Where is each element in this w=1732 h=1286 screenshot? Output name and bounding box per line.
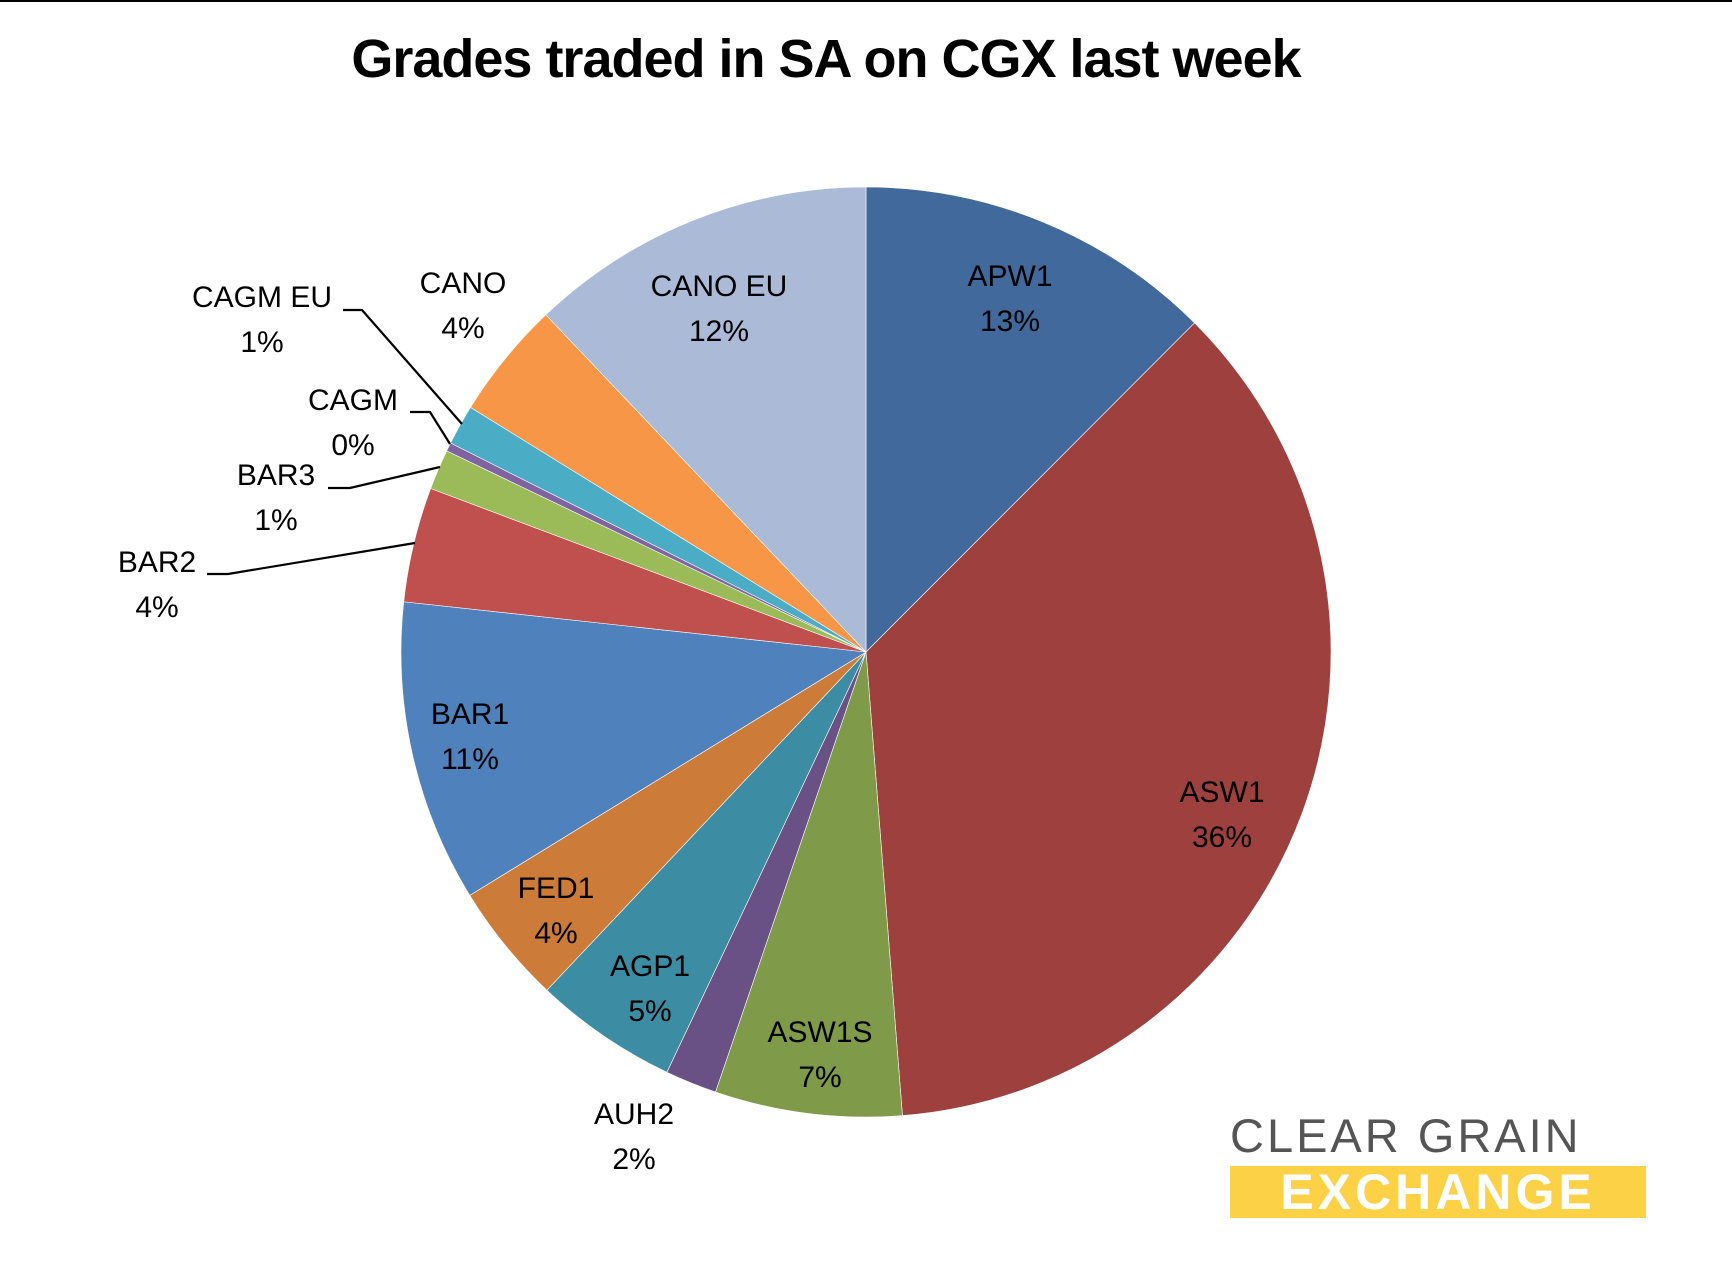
leader-line-cagm-eu	[343, 308, 463, 425]
slice-cano-eu	[545, 186, 867, 653]
slice-agp1	[546, 651, 867, 1073]
data-label-apw1: APW1 13%	[967, 260, 1052, 338]
leader-line-cagm	[410, 410, 451, 445]
slice-bar1	[400, 601, 867, 896]
data-label-agp1: AGP1 5%	[610, 950, 690, 1028]
pie-slices	[400, 186, 1332, 1118]
logo-line2: EXCHANGE	[1230, 1166, 1646, 1218]
data-label-auh2: AUH2 2%	[594, 1098, 674, 1176]
clear-grain-exchange-logo: CLEAR GRAIN EXCHANGE	[1230, 1109, 1646, 1218]
chart-title: Grades traded in SA on CGX last week	[351, 29, 1301, 89]
leader-lines	[207, 308, 463, 576]
data-label-bar1: BAR1 11%	[431, 698, 509, 776]
data-label-cagm-eu: CAGM EU 1%	[192, 281, 332, 359]
data-label-cano-eu: CANO EU 12%	[651, 270, 788, 348]
data-label-asw1: ASW1 36%	[1179, 776, 1264, 854]
logo-line1: CLEAR GRAIN	[1230, 1109, 1582, 1162]
data-label-bar2: BAR2 4%	[118, 546, 196, 624]
leader-line-bar3	[328, 465, 441, 490]
slice-asw1	[865, 322, 1332, 1116]
leader-line-bar2	[207, 541, 416, 576]
data-label-cano: CANO 4%	[420, 267, 507, 345]
slice-apw1	[865, 186, 1195, 653]
data-label-asw1s: ASW1S 7%	[767, 1016, 872, 1094]
data-labels: APW1 13% ASW1 36% ASW1S 7% AUH2 2% AGP1 5%FED1 4% B…	[118, 260, 1265, 1176]
data-label-bar3: BAR3 1%	[237, 459, 315, 537]
data-label-cagm: CAGM 0%	[308, 384, 398, 462]
data-label-fed1: FED1 4%	[518, 872, 595, 950]
slice-asw1s	[715, 651, 903, 1118]
